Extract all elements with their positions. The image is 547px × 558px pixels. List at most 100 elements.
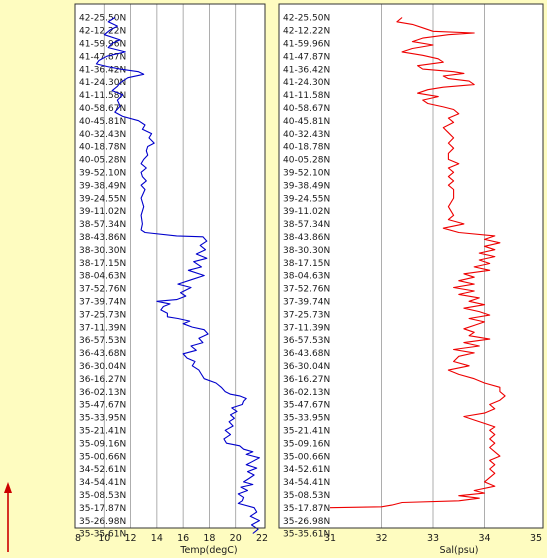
salinity-latitude-label: 38-30.30N bbox=[283, 246, 330, 256]
salinity-latitude-labels: 42-25.50N 42-12.22N 41-59.96N 41-47.87N 41-3… bbox=[283, 14, 330, 540]
temperature-latitude-label: 37-11.39N bbox=[79, 323, 126, 333]
temperature-x-tick-label: 8 bbox=[75, 533, 81, 544]
temperature-latitude-label: 35-17.87N bbox=[79, 504, 126, 514]
salinity-x-tick-label: 35 bbox=[530, 533, 542, 544]
temperature-latitude-label: 39-38.49N bbox=[79, 181, 126, 191]
salinity-grid bbox=[381, 4, 485, 528]
salinity-latitude-label: 35-33.95N bbox=[283, 414, 330, 424]
salinity-latitude-label: 41-36.42N bbox=[283, 65, 330, 75]
temperature-latitude-label: 35-21.41N bbox=[79, 427, 126, 437]
salinity-latitude-label: 34-52.61N bbox=[283, 465, 330, 475]
temperature-latitude-label: 41-11.58N bbox=[79, 91, 126, 101]
temperature-x-axis-label: Temp(degC) bbox=[179, 545, 237, 556]
salinity-latitude-label: 38-17.15N bbox=[283, 259, 330, 269]
salinity-latitude-label: 35-26.98N bbox=[283, 517, 330, 527]
salinity-latitude-label: 39-11.02N bbox=[283, 207, 330, 217]
temperature-latitude-label: 39-24.55N bbox=[79, 194, 126, 204]
temperature-latitude-label: 37-25.73N bbox=[79, 310, 126, 320]
salinity-latitude-label: 36-43.68N bbox=[283, 349, 330, 359]
salinity-profile-line bbox=[329, 17, 506, 509]
temperature-series bbox=[95, 17, 260, 534]
temperature-latitude-label: 35-33.95N bbox=[79, 414, 126, 424]
temperature-latitude-label: 41-36.42N bbox=[79, 65, 126, 75]
temperature-x-tick-label: 10 bbox=[98, 533, 110, 544]
salinity-x-axis-label: Sal(psu) bbox=[440, 545, 479, 556]
temperature-latitude-label: 36-02.13N bbox=[79, 388, 126, 398]
salinity-latitude-label: 35-09.16N bbox=[283, 439, 330, 449]
salinity-latitude-label: 37-11.39N bbox=[283, 323, 330, 333]
salinity-latitude-label: 41-24.30N bbox=[283, 78, 330, 88]
temperature-panel: 42-25.50N 42-12.22N 41-59.96N 41-47.87N 41-3… bbox=[74, 3, 268, 556]
temperature-latitude-label: 36-16.27N bbox=[79, 375, 126, 385]
temperature-latitude-labels: 42-25.50N 42-12.22N 41-59.96N 41-47.87N 41-3… bbox=[79, 14, 126, 540]
temperature-plot-area bbox=[75, 4, 265, 528]
temperature-latitude-label: 40-45.81N bbox=[79, 117, 126, 127]
temperature-x-tick-label: 16 bbox=[177, 533, 189, 544]
temperature-x-tick-label: 12 bbox=[125, 533, 137, 544]
salinity-x-tick-label: 32 bbox=[375, 533, 387, 544]
salinity-latitude-label: 40-45.81N bbox=[283, 117, 330, 127]
temperature-latitude-label: 39-52.10N bbox=[79, 169, 126, 179]
temperature-latitude-label: 39-11.02N bbox=[79, 207, 126, 217]
salinity-latitude-label: 37-25.73N bbox=[283, 310, 330, 320]
temperature-latitude-label: 38-57.34N bbox=[79, 220, 126, 230]
salinity-latitude-label: 40-18.78N bbox=[283, 143, 330, 153]
temperature-latitude-label: 38-30.30N bbox=[79, 246, 126, 256]
salinity-latitude-label: 35-35.61N bbox=[283, 530, 330, 540]
temperature-latitude-label: 38-43.86N bbox=[79, 233, 126, 243]
temperature-latitude-label: 35-47.67N bbox=[79, 401, 126, 411]
salinity-latitude-label: 38-04.63N bbox=[283, 272, 330, 282]
temperature-x-tick-label: 22 bbox=[256, 533, 268, 544]
temperature-latitude-label: 37-39.74N bbox=[79, 298, 126, 308]
temperature-x-tick-label: 14 bbox=[151, 533, 163, 544]
salinity-latitude-label: 40-05.28N bbox=[283, 156, 330, 166]
temperature-latitude-label: 40-05.28N bbox=[79, 156, 126, 166]
temperature-latitude-label: 37-52.76N bbox=[79, 285, 126, 295]
salinity-x-tick-label: 33 bbox=[427, 533, 439, 544]
temperature-latitude-label: 40-58.67N bbox=[79, 104, 126, 114]
salinity-latitude-label: 39-38.49N bbox=[283, 181, 330, 191]
salinity-x-tick-label: 34 bbox=[478, 533, 490, 544]
temperature-x-tick-label: 18 bbox=[203, 533, 215, 544]
temperature-latitude-label: 35-35.61N bbox=[79, 530, 126, 540]
temperature-latitude-label: 35-09.16N bbox=[79, 439, 126, 449]
temperature-latitude-label: 40-32.43N bbox=[79, 130, 126, 140]
temperature-latitude-label: 36-43.68N bbox=[79, 349, 126, 359]
salinity-latitude-label: 35-08.53N bbox=[283, 491, 330, 501]
salinity-latitude-label: 35-47.67N bbox=[283, 401, 330, 411]
temperature-latitude-label: 38-17.15N bbox=[79, 259, 126, 269]
salinity-latitude-label: 40-58.67N bbox=[283, 104, 330, 114]
salinity-latitude-label: 41-47.87N bbox=[283, 52, 330, 62]
temperature-latitude-label: 42-12.22N bbox=[79, 27, 126, 37]
salinity-latitude-label: 34-54.41N bbox=[283, 478, 330, 488]
salinity-latitude-label: 38-43.86N bbox=[283, 233, 330, 243]
salinity-latitude-label: 37-52.76N bbox=[283, 285, 330, 295]
salinity-x-tick-label: 31 bbox=[324, 533, 336, 544]
salinity-latitude-label: 41-11.58N bbox=[283, 91, 330, 101]
salinity-plot-frame bbox=[278, 3, 544, 529]
salinity-latitude-label: 36-30.04N bbox=[283, 362, 330, 372]
salinity-series bbox=[329, 17, 506, 509]
temperature-plot-frame bbox=[74, 3, 266, 529]
temperature-profile-line bbox=[95, 17, 260, 534]
temperature-latitude-label: 35-00.66N bbox=[79, 452, 126, 462]
temperature-latitude-label: 34-54.41N bbox=[79, 478, 126, 488]
temperature-latitude-label: 35-26.98N bbox=[79, 517, 126, 527]
salinity-latitude-label: 42-12.22N bbox=[283, 27, 330, 37]
direction-arrow-icon bbox=[4, 482, 12, 552]
temperature-latitude-label: 41-47.87N bbox=[79, 52, 126, 62]
salinity-latitude-label: 35-21.41N bbox=[283, 427, 330, 437]
salinity-latitude-label: 42-25.50N bbox=[283, 14, 330, 24]
temperature-grid bbox=[103, 4, 237, 528]
salinity-plot-area bbox=[279, 4, 543, 528]
temperature-latitude-label: 36-30.04N bbox=[79, 362, 126, 372]
temperature-latitude-label: 42-25.50N bbox=[79, 14, 126, 24]
salinity-latitude-label: 36-02.13N bbox=[283, 388, 330, 398]
salinity-latitude-label: 40-32.43N bbox=[283, 130, 330, 140]
temperature-latitude-label: 40-18.78N bbox=[79, 143, 126, 153]
temperature-latitude-label: 41-59.96N bbox=[79, 40, 126, 50]
temperature-x-ticks: 8 10 12 14 16 18 20 22 bbox=[75, 533, 268, 544]
salinity-panel: 42-25.50N 42-12.22N 41-59.96N 41-47.87N 41-3… bbox=[278, 3, 544, 556]
salinity-latitude-label: 37-39.74N bbox=[283, 298, 330, 308]
